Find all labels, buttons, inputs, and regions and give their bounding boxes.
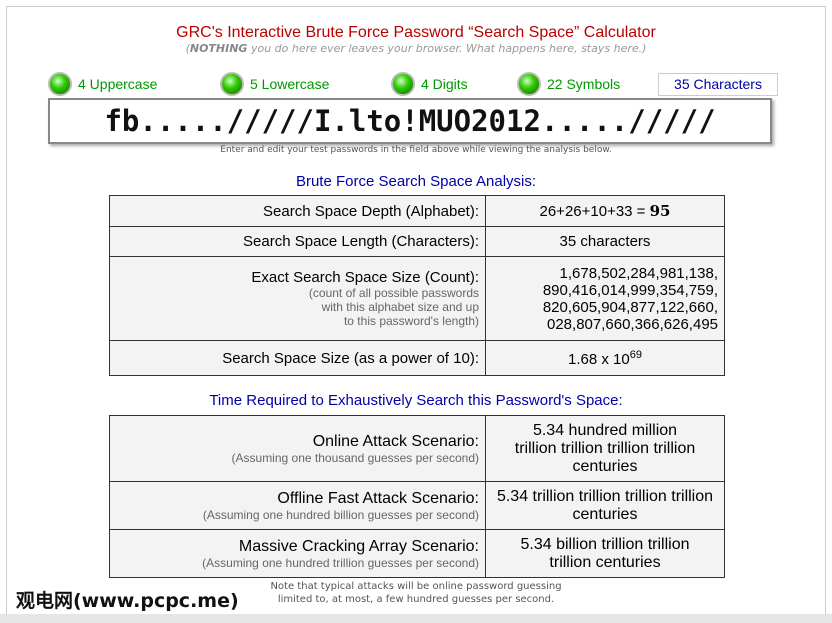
green-led-icon [517,72,541,96]
green-led-icon [391,72,415,96]
green-led-icon [220,72,244,96]
massive-scenario: Massive Cracking Array Scenario: (Assumin… [109,529,486,578]
size-value: 1,678,502,284,981,138, 890,416,014,999,35… [485,256,725,341]
page-frame [6,6,826,619]
depth-value: 26+26+10+33 = 95 [485,195,725,227]
input-hint: Enter and edit your test passwords in th… [220,145,612,155]
power-value: 1.68 x 1069 [485,340,725,376]
online-time: 5.34 hundred million trillion trillion t… [485,415,725,482]
time-heading: Time Required to Exhaustively Search thi… [209,392,623,409]
massive-time: 5.34 billion trillion trillion trillion … [485,529,725,578]
category-uppercase: 4 Uppercase [48,72,157,96]
attack-note: Note that typical attacks will be online… [270,581,562,605]
length-value: 35 characters [485,226,725,257]
category-lowercase: 5 Lowercase [220,72,329,96]
page-title: GRC's Interactive Brute Force Password “… [176,24,656,41]
character-categories: 4 Uppercase 5 Lowercase 4 Digits 22 Symb… [48,72,778,96]
category-label: 4 Digits [421,76,468,92]
category-label: 4 Uppercase [78,76,158,92]
password-input[interactable]: fb...../////I.lto!MUO2012.....///// [48,98,772,144]
category-label: 22 Symbols [547,76,621,92]
size-label: Exact Search Space Size (Count): (count o… [109,256,486,341]
green-led-icon [48,72,72,96]
online-scenario: Online Attack Scenario: (Assuming one tho… [109,415,486,482]
privacy-note: (NOTHING you do here ever leaves your br… [185,42,647,55]
footer-bar [0,614,832,623]
watermark: 观电网(www.pcpc.me) [16,590,239,612]
power-label: Search Space Size (as a power of 10): [109,340,486,376]
analysis-table: Search Space Depth (Alphabet): 26+26+10+3… [109,195,725,376]
category-symbols: 22 Symbols [517,72,620,96]
depth-label: Search Space Depth (Alphabet): [109,195,486,227]
offline-time: 5.34 trillion trillion trillion trillion… [485,481,725,530]
length-label: Search Space Length (Characters): [109,226,486,257]
category-label: 5 Lowercase [250,76,330,92]
offline-scenario: Offline Fast Attack Scenario: (Assuming o… [109,481,486,530]
category-digits: 4 Digits [391,72,468,96]
character-count: 35 Characters [658,73,778,96]
analysis-heading: Brute Force Search Space Analysis: [295,173,537,190]
time-table: Online Attack Scenario: (Assuming one tho… [109,415,725,578]
